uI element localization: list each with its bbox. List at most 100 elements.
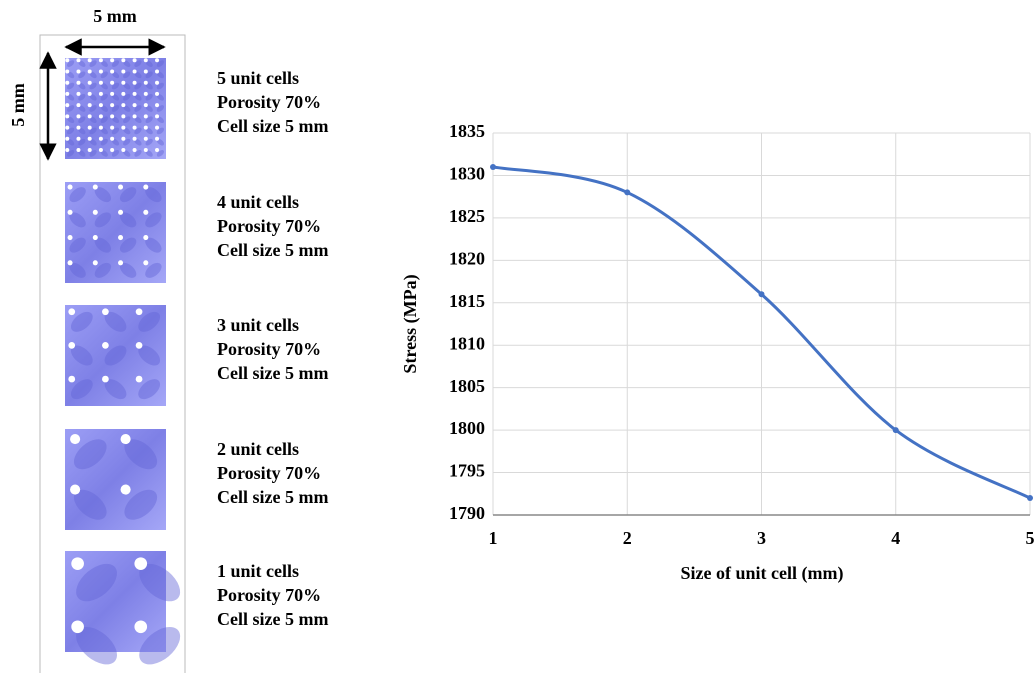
- lattice-pore: [118, 209, 124, 215]
- lattice-shade: [78, 82, 86, 90]
- lattice-shade: [111, 71, 120, 79]
- lattice-shade: [123, 93, 131, 101]
- lattice-shade: [100, 105, 108, 112]
- lattice-shade: [69, 212, 86, 228]
- lattice-pore: [143, 80, 148, 85]
- lattice-shade: [111, 82, 120, 90]
- lattice-shade: [134, 138, 142, 146]
- lattice-pore: [65, 91, 70, 96]
- lattice-pore: [121, 58, 126, 63]
- lattice-pore: [76, 80, 81, 85]
- lattice-shade: [70, 379, 93, 400]
- lattice-shade: [145, 116, 153, 124]
- y-tick-label: 1800: [449, 418, 485, 438]
- x-axis-title: Size of unit cell (mm): [681, 563, 844, 584]
- lattice-pore: [135, 375, 143, 383]
- cell-label: 2 unit cells: [217, 439, 299, 459]
- lattice-pore: [67, 209, 73, 215]
- lattice-shade: [134, 82, 142, 90]
- lattice-shade: [134, 60, 142, 67]
- lattice-pore: [65, 125, 70, 130]
- lattice-shade: [119, 262, 137, 278]
- lattice-pore: [132, 136, 137, 141]
- lattice-pore: [120, 434, 131, 445]
- lattice-pore: [76, 136, 81, 141]
- cell-label: Porosity 70%: [217, 339, 321, 359]
- lattice-pore: [98, 136, 103, 141]
- lattice-pore: [118, 235, 124, 241]
- lattice-pore: [155, 148, 160, 153]
- lattice-shade: [139, 563, 181, 602]
- lattice-pore: [87, 91, 92, 96]
- height-label: 5 mm: [8, 83, 28, 127]
- cell-label: Cell size 5 mm: [217, 116, 328, 136]
- lattice-shade: [100, 138, 108, 146]
- lattice-shade: [119, 187, 137, 203]
- lattice-pore: [155, 136, 160, 141]
- lattice-pore: [98, 80, 103, 85]
- lattice-pore: [143, 69, 148, 74]
- lattice-pore: [134, 557, 148, 570]
- y-tick-label: 1805: [449, 376, 485, 396]
- lattice-pore: [65, 114, 70, 119]
- lattice-shade: [123, 71, 131, 79]
- lattice-shade: [70, 345, 93, 366]
- lattice-pore: [98, 69, 103, 74]
- lattice-shade: [73, 439, 107, 470]
- lattice-shade: [123, 105, 131, 112]
- lattice-shade: [134, 71, 142, 79]
- y-tick-label: 1810: [449, 333, 485, 353]
- lattice-shade: [145, 105, 153, 112]
- lattice-pore: [68, 342, 76, 349]
- lattice-pore: [76, 148, 81, 153]
- y-tick-label: 1830: [449, 164, 485, 184]
- lattice-shade: [89, 60, 97, 67]
- y-tick-label: 1820: [449, 248, 485, 268]
- lattice-shade: [134, 116, 142, 124]
- lattice-pore: [76, 58, 81, 63]
- lattice-shade: [145, 262, 162, 278]
- width-label: 5 mm: [93, 6, 137, 26]
- lattice-pore: [65, 80, 70, 85]
- lattice-shade: [100, 116, 108, 124]
- lattice-pore: [121, 91, 126, 96]
- lattice-shade: [94, 187, 112, 203]
- lattice-pore: [132, 69, 137, 74]
- cell-label: Cell size 5 mm: [217, 240, 328, 260]
- lattice-pore: [121, 80, 126, 85]
- y-axis-title: Stress (MPa): [400, 274, 421, 373]
- lattice-pore: [135, 308, 143, 316]
- lattice-pore: [65, 69, 70, 74]
- lattice-shade: [94, 237, 112, 253]
- lattice-pore: [67, 260, 73, 266]
- lattice-shade: [145, 237, 162, 253]
- lattice-pore: [132, 148, 137, 153]
- y-tick-label: 1825: [449, 206, 485, 226]
- lattice-shade: [156, 116, 165, 124]
- lattice-shade: [145, 187, 162, 203]
- cell-images: [65, 58, 181, 665]
- lattice-pore: [76, 91, 81, 96]
- lattice-pore: [98, 114, 103, 119]
- lattice-shade: [66, 105, 75, 112]
- panel-frame: [39, 34, 186, 673]
- lattice-shade: [123, 60, 131, 67]
- lattice-shade: [156, 138, 165, 146]
- lattice-pore: [76, 114, 81, 119]
- x-tick-label: 3: [757, 528, 766, 548]
- lattice-shade: [138, 311, 161, 332]
- lattice-pore: [76, 69, 81, 74]
- lattice-shade: [66, 71, 75, 79]
- lattice-shade: [111, 138, 120, 146]
- lattice-shade: [156, 93, 165, 101]
- lattice-shade: [100, 71, 108, 79]
- lattice-pore: [134, 620, 148, 634]
- lattice-pore: [143, 260, 149, 266]
- x-tick-label: 1: [489, 528, 498, 548]
- lattice-shade: [66, 127, 75, 135]
- lattice-shade: [70, 311, 93, 332]
- cell-label: 3 unit cells: [217, 315, 299, 335]
- lattice-shade: [123, 150, 131, 157]
- cell-label: Porosity 70%: [217, 463, 321, 483]
- lattice-pore: [121, 114, 126, 119]
